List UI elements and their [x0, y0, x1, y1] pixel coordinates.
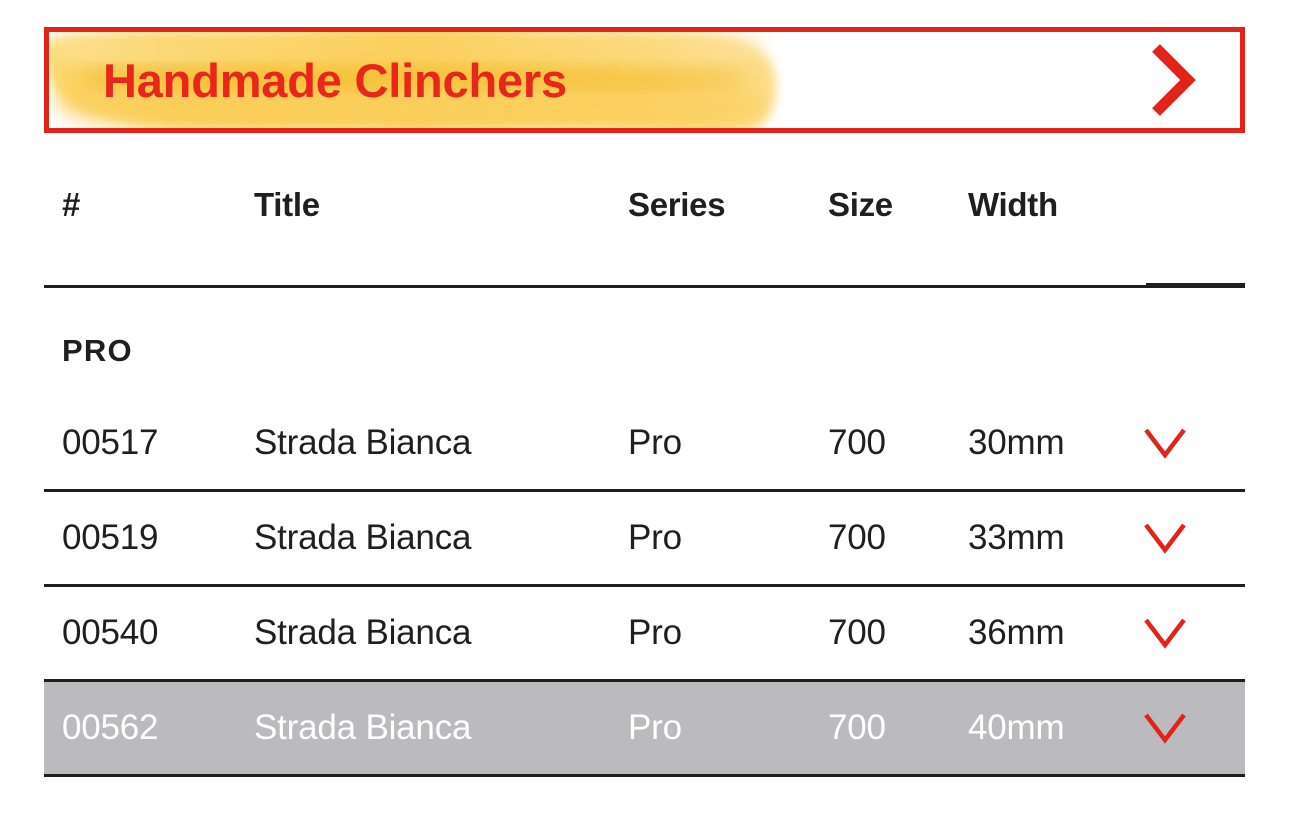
cell-title: Strada Bianca: [254, 423, 472, 462]
row-divider: [44, 489, 1245, 492]
cell-size: 700: [828, 708, 886, 747]
chevron-down-icon[interactable]: [1142, 426, 1188, 460]
table-header-row: # Title Series Size Width: [44, 158, 1245, 288]
column-header-series: Series: [628, 186, 726, 223]
cell-size: 700: [828, 423, 886, 462]
cell-series: Pro: [628, 518, 682, 557]
cell-title: Strada Bianca: [254, 708, 472, 747]
header-divider: [44, 285, 1245, 288]
cell-width: 40mm: [968, 708, 1065, 747]
row-divider: [44, 584, 1245, 587]
cell-title: Strada Bianca: [254, 518, 472, 557]
group-label-pro: PRO: [62, 333, 133, 368]
cell-width: 36mm: [968, 613, 1065, 652]
column-header-width: Width: [968, 186, 1058, 223]
cell-number: 00562: [62, 708, 159, 747]
products-table: # Title Series Size Width PRO 00517 Stra…: [44, 158, 1245, 777]
header-divider-step: [1146, 283, 1245, 286]
cell-size: 700: [828, 613, 886, 652]
chevron-down-icon[interactable]: [1142, 711, 1188, 745]
page-title: Handmade Clinchers: [103, 54, 567, 107]
cell-width: 30mm: [968, 423, 1065, 462]
column-header-number: #: [62, 186, 81, 223]
cell-series: Pro: [628, 708, 682, 747]
column-header-size: Size: [828, 186, 893, 223]
column-header-title: Title: [254, 186, 320, 223]
table-body: 00517 Strada Bianca Pro 700 30mm 00519 S…: [44, 397, 1245, 777]
cell-size: 700: [828, 518, 886, 557]
cell-width: 33mm: [968, 518, 1065, 557]
table-row[interactable]: 00519 Strada Bianca Pro 700 33mm: [44, 492, 1245, 584]
cell-number: 00519: [62, 518, 159, 557]
chevron-right-icon[interactable]: [1146, 41, 1198, 119]
table-row-selected[interactable]: 00562 Strada Bianca Pro 700 40mm: [44, 682, 1245, 774]
table-row[interactable]: 00540 Strada Bianca Pro 700 36mm: [44, 587, 1245, 679]
cell-number: 00540: [62, 613, 159, 652]
chevron-down-icon[interactable]: [1142, 616, 1188, 650]
table-row[interactable]: 00517 Strada Bianca Pro 700 30mm: [44, 397, 1245, 489]
section-header-banner[interactable]: Handmade Clinchers: [44, 27, 1245, 133]
chevron-down-icon[interactable]: [1142, 521, 1188, 555]
cell-title: Strada Bianca: [254, 613, 472, 652]
cell-series: Pro: [628, 613, 682, 652]
row-divider: [44, 774, 1245, 777]
cell-series: Pro: [628, 423, 682, 462]
cell-number: 00517: [62, 423, 159, 462]
row-divider: [44, 679, 1245, 682]
